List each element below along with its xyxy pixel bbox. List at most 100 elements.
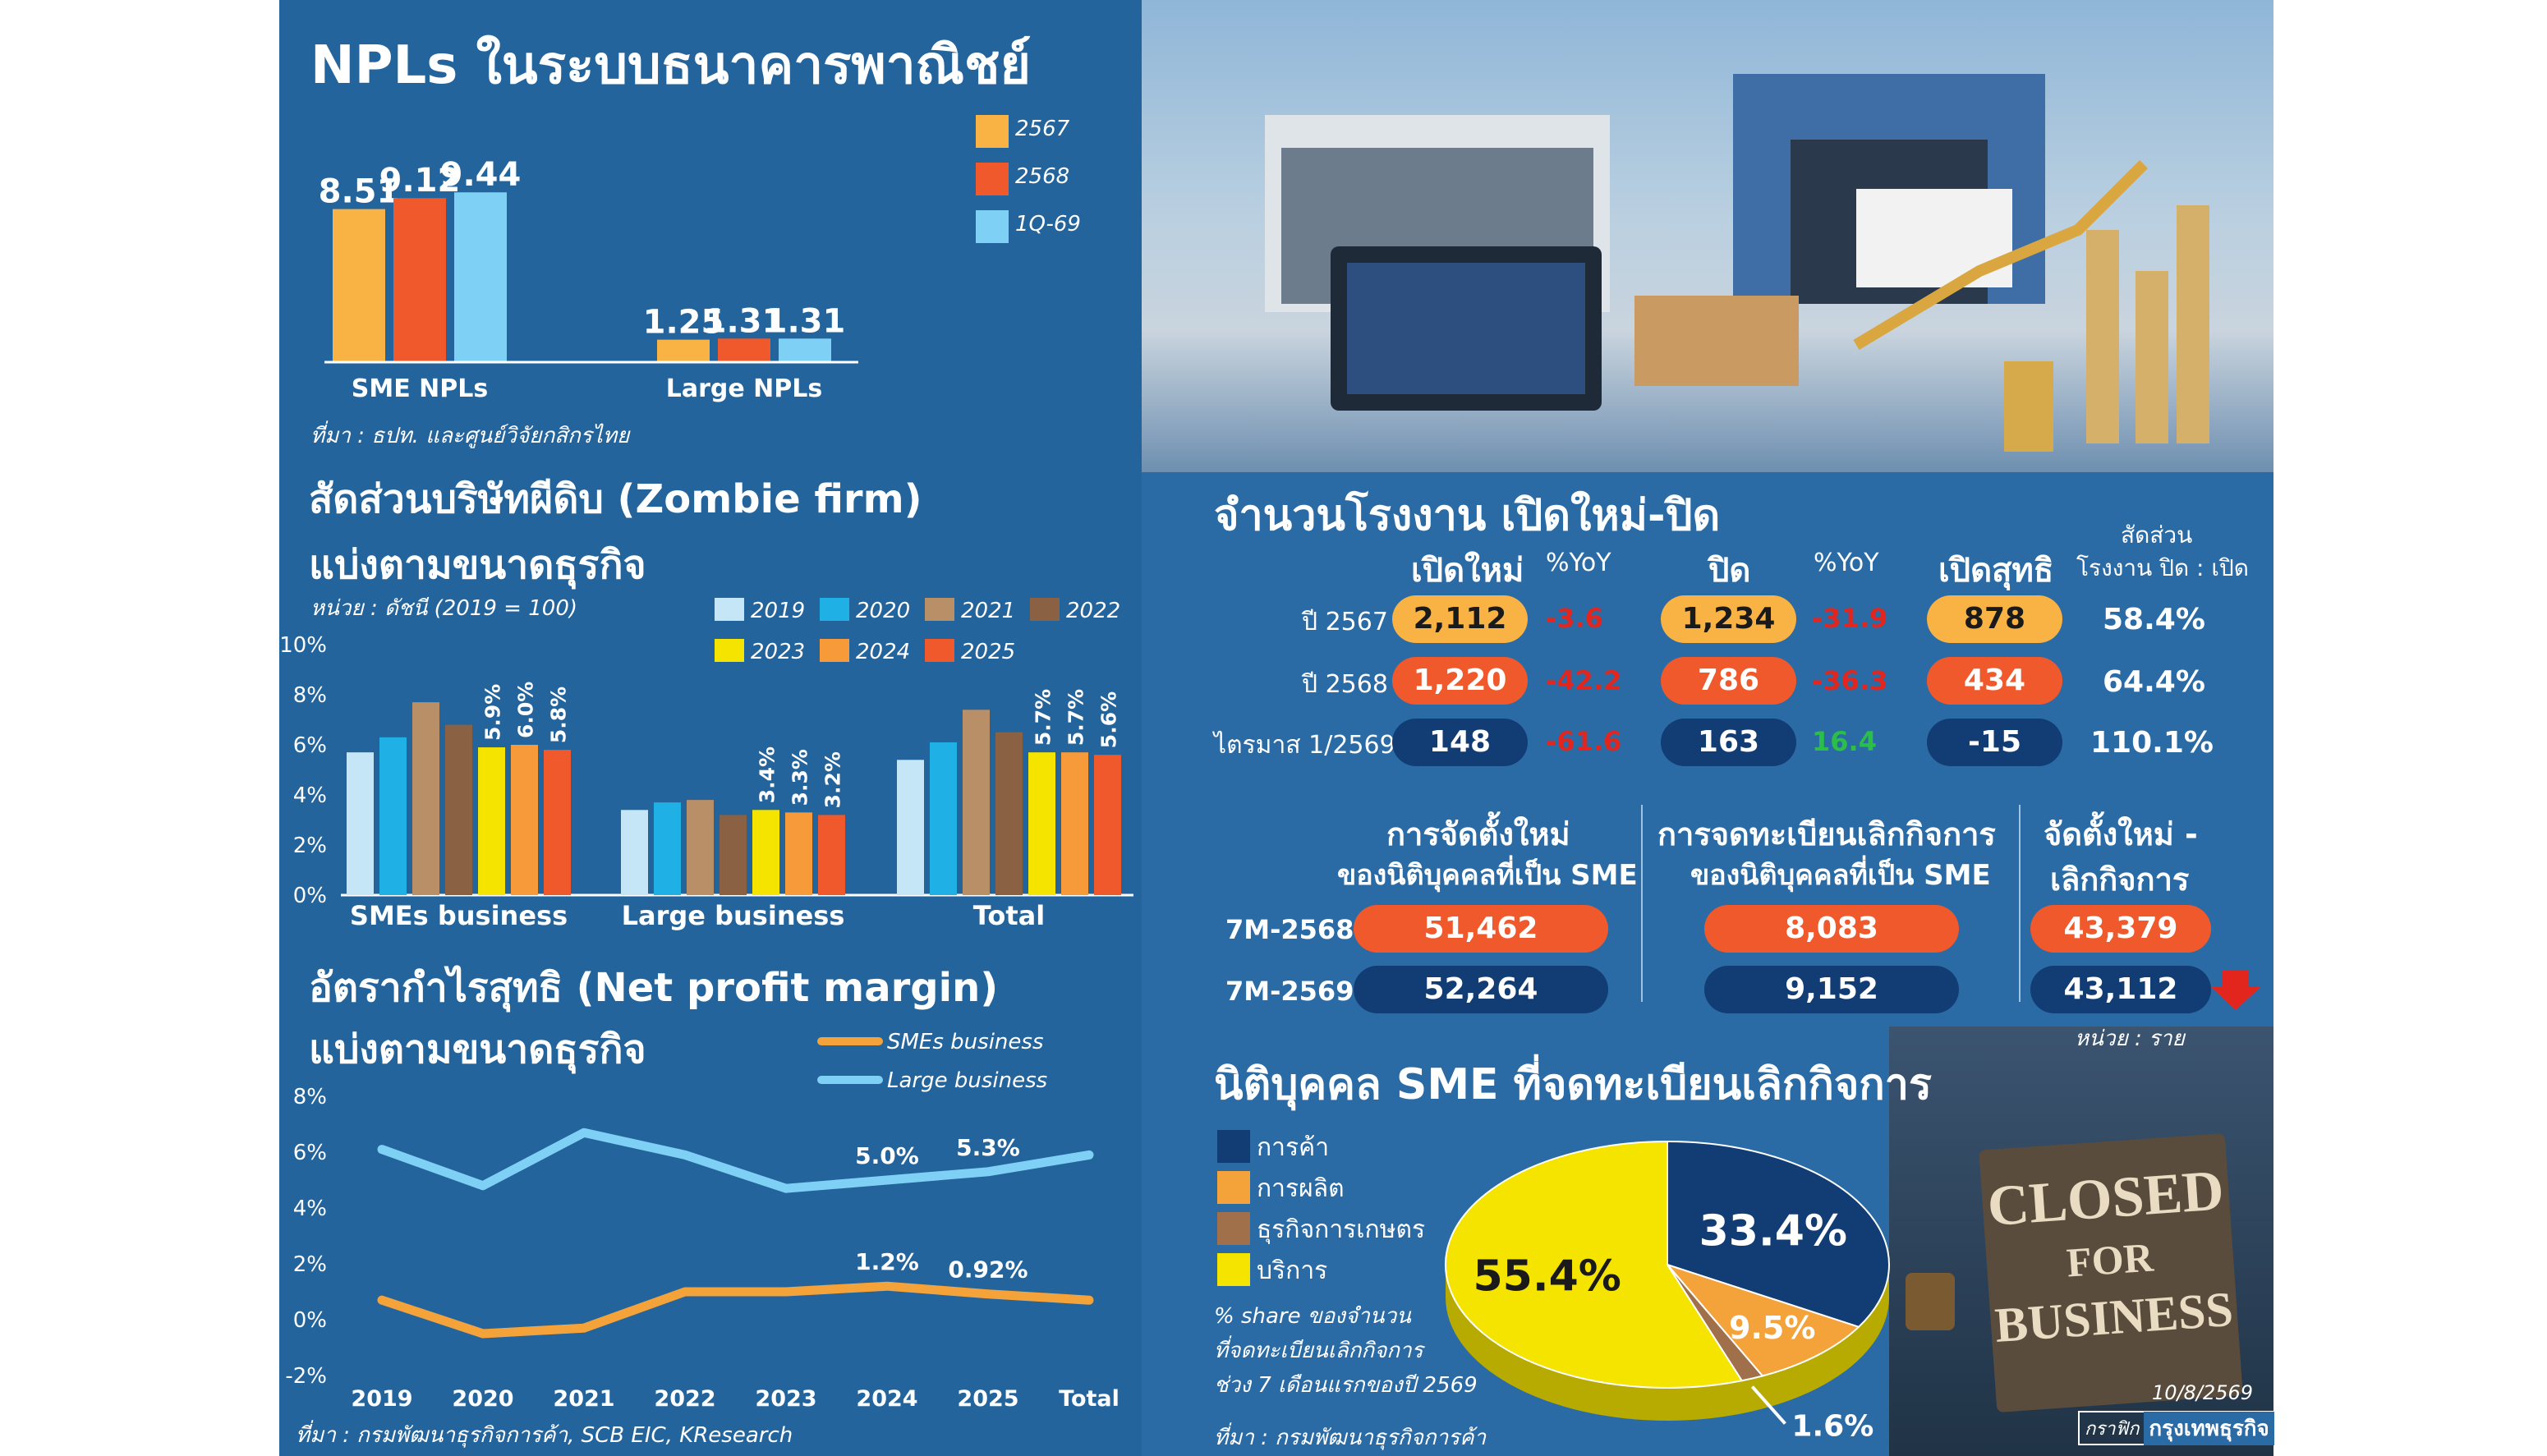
legend-label-services: บริการ xyxy=(1257,1256,1328,1285)
zombie-ytick: 0% xyxy=(293,884,327,908)
boxes xyxy=(1634,296,1799,386)
zombie-legend-label: 2023 xyxy=(751,640,805,664)
zombie-bar xyxy=(412,702,439,895)
zombie-unit: หน่วย : ดัชนี (2019 = 100) xyxy=(310,596,577,621)
legend-label-1q69: 1Q-69 xyxy=(1015,212,1081,237)
sme-close-header-1: การจดทะเบียนเลิกกิจการ xyxy=(1657,816,1996,852)
zombie-bar xyxy=(720,815,747,895)
npm-data-label: 5.0% xyxy=(855,1142,919,1169)
row-label: ปี 2568 xyxy=(1302,670,1388,699)
close-value: 163 xyxy=(1661,719,1796,766)
npm-ytick: 8% xyxy=(293,1085,327,1109)
pie-label: 1.6% xyxy=(1791,1410,1873,1444)
yoy-close-value: -36.3 xyxy=(1812,665,1888,696)
yoy-close-value: -31.9 xyxy=(1812,603,1888,634)
coin-stack xyxy=(2004,361,2053,452)
npl-bar xyxy=(718,338,770,362)
npl-bar xyxy=(333,209,385,362)
legend-label-2568: 2568 xyxy=(1015,164,1070,189)
npl-bar-label: 1.31 xyxy=(704,302,785,340)
row-label: ปี 2567 xyxy=(1302,608,1388,636)
pie-leader-line xyxy=(1750,1385,1786,1425)
zombie-bar-label: 5.7% xyxy=(1064,689,1088,746)
npm-xtick: 2021 xyxy=(553,1386,614,1412)
pie-slice xyxy=(1667,1140,1890,1328)
legend-swatch-trade xyxy=(1217,1130,1250,1163)
zombie-bar xyxy=(347,752,374,895)
legend-swatch-agriculture xyxy=(1217,1212,1250,1245)
zombie-legend-swatch xyxy=(1030,598,1060,621)
sign-line-1: CLOSED xyxy=(1985,1159,2226,1239)
npl-category-label: SME NPLs xyxy=(352,374,488,403)
pie-title: นิติบุคคล SME ที่จดทะเบียนเลิกกิจการ xyxy=(1214,1060,1932,1109)
yoy-open-value: -42.2 xyxy=(1546,665,1622,696)
credit-box: กราฟิก กรุงเทพธุรกิจ xyxy=(2078,1411,2276,1445)
pie-slice xyxy=(1445,1140,1744,1389)
business-illustration xyxy=(1142,0,2273,472)
zombie-legend-swatch xyxy=(715,639,744,662)
gold-bars xyxy=(2086,230,2119,443)
sme-new-header-1: การจัดตั้งใหม่ xyxy=(1386,816,1570,852)
zombie-bar xyxy=(995,732,1023,895)
npm-data-label: 0.92% xyxy=(948,1256,1028,1284)
npm-ytick: 0% xyxy=(293,1308,327,1333)
hdr-ratio-2: โรงงาน ปิด : เปิด xyxy=(2076,554,2249,581)
down-arrow-icon xyxy=(2211,971,2260,1010)
open-value: 1,220 xyxy=(1392,657,1528,705)
npl-bar xyxy=(779,338,831,362)
zombie-bar-label: 5.8% xyxy=(547,687,571,743)
npl-bar-label: 1.31 xyxy=(765,302,846,340)
legend-swatch-1q69 xyxy=(976,210,1009,243)
pie-slice xyxy=(1664,1262,1860,1377)
sme-net-header-2: เลิกกิจการ xyxy=(2050,861,2190,898)
sme-new-value: 51,462 xyxy=(1354,905,1608,953)
zombie-ytick: 4% xyxy=(293,783,327,808)
npm-xtick: 2023 xyxy=(755,1386,816,1412)
padlock-icon xyxy=(1906,1273,1955,1330)
zombie-legend-swatch xyxy=(925,598,954,621)
npm-ytick: 4% xyxy=(293,1196,327,1221)
zombie-legend-label: 2021 xyxy=(961,599,1015,623)
npm-ytick: 6% xyxy=(293,1141,327,1165)
pie-source: ที่มา : กรมพัฒนาธุรกิจการค้า xyxy=(1214,1426,1487,1450)
ratio-value: 58.4% xyxy=(2103,603,2205,636)
close-value: 1,234 xyxy=(1661,595,1796,643)
legend-label-manufacturing: การผลิต xyxy=(1257,1174,1345,1203)
sme-new-value: 52,264 xyxy=(1354,966,1608,1013)
zombie-legend-swatch xyxy=(820,639,849,662)
yoy-open-value: -3.6 xyxy=(1546,603,1603,634)
zombie-legend-swatch xyxy=(820,598,849,621)
legend-swatch-2567 xyxy=(976,115,1009,148)
zombie-bar-label: 3.2% xyxy=(821,751,845,808)
closed-sign: CLOSED FOR BUSINESS xyxy=(1979,1132,2243,1413)
zombie-bar xyxy=(445,724,472,895)
npm-legend-label: Large business xyxy=(887,1068,1047,1093)
ratio-value: 64.4% xyxy=(2103,665,2205,699)
npl-bar xyxy=(454,192,507,362)
npl-bar-label: 9.44 xyxy=(440,156,522,194)
legend-swatch-manufacturing xyxy=(1217,1171,1250,1204)
npm-data-label: 5.3% xyxy=(956,1134,1020,1161)
net-value: 434 xyxy=(1927,657,2062,705)
zombie-bar xyxy=(1061,752,1088,895)
date-label: 10/8/2569 xyxy=(2152,1381,2254,1404)
zombie-bar xyxy=(752,810,779,895)
zombie-legend-swatch xyxy=(715,598,744,621)
pie-label: 55.4% xyxy=(1473,1252,1621,1301)
zombie-legend-label: 2025 xyxy=(961,640,1015,664)
pie-note-2: ที่จดทะเบียนเลิกกิจการ xyxy=(1214,1339,1423,1363)
npm-title-1: อัตรากำไรสุทธิ (Net profit margin) xyxy=(309,965,999,1011)
npm-data-label: 1.2% xyxy=(855,1248,919,1275)
sme-row-label: 7M-2568 xyxy=(1225,914,1354,945)
sme-close-header-2: ของนิติบุคคลที่เป็น SME xyxy=(1690,859,1991,892)
legend-label-2567: 2567 xyxy=(1015,117,1070,141)
npm-ytick: -2% xyxy=(285,1364,327,1389)
zombie-bar xyxy=(654,802,681,895)
close-value: 786 xyxy=(1661,657,1796,705)
hdr-yoy-close: %YoY xyxy=(1814,549,1879,577)
credit-label: กราฟิก xyxy=(2085,1418,2140,1440)
zombie-bar-label: 5.7% xyxy=(1032,689,1055,746)
zombie-bar xyxy=(544,750,571,895)
hdr-close: ปิด xyxy=(1708,552,1751,590)
zombie-chart: 2019 2020 2021 2022 2023 2024 2025 0% 2% 4% 6% 8% 1… xyxy=(279,598,1133,931)
